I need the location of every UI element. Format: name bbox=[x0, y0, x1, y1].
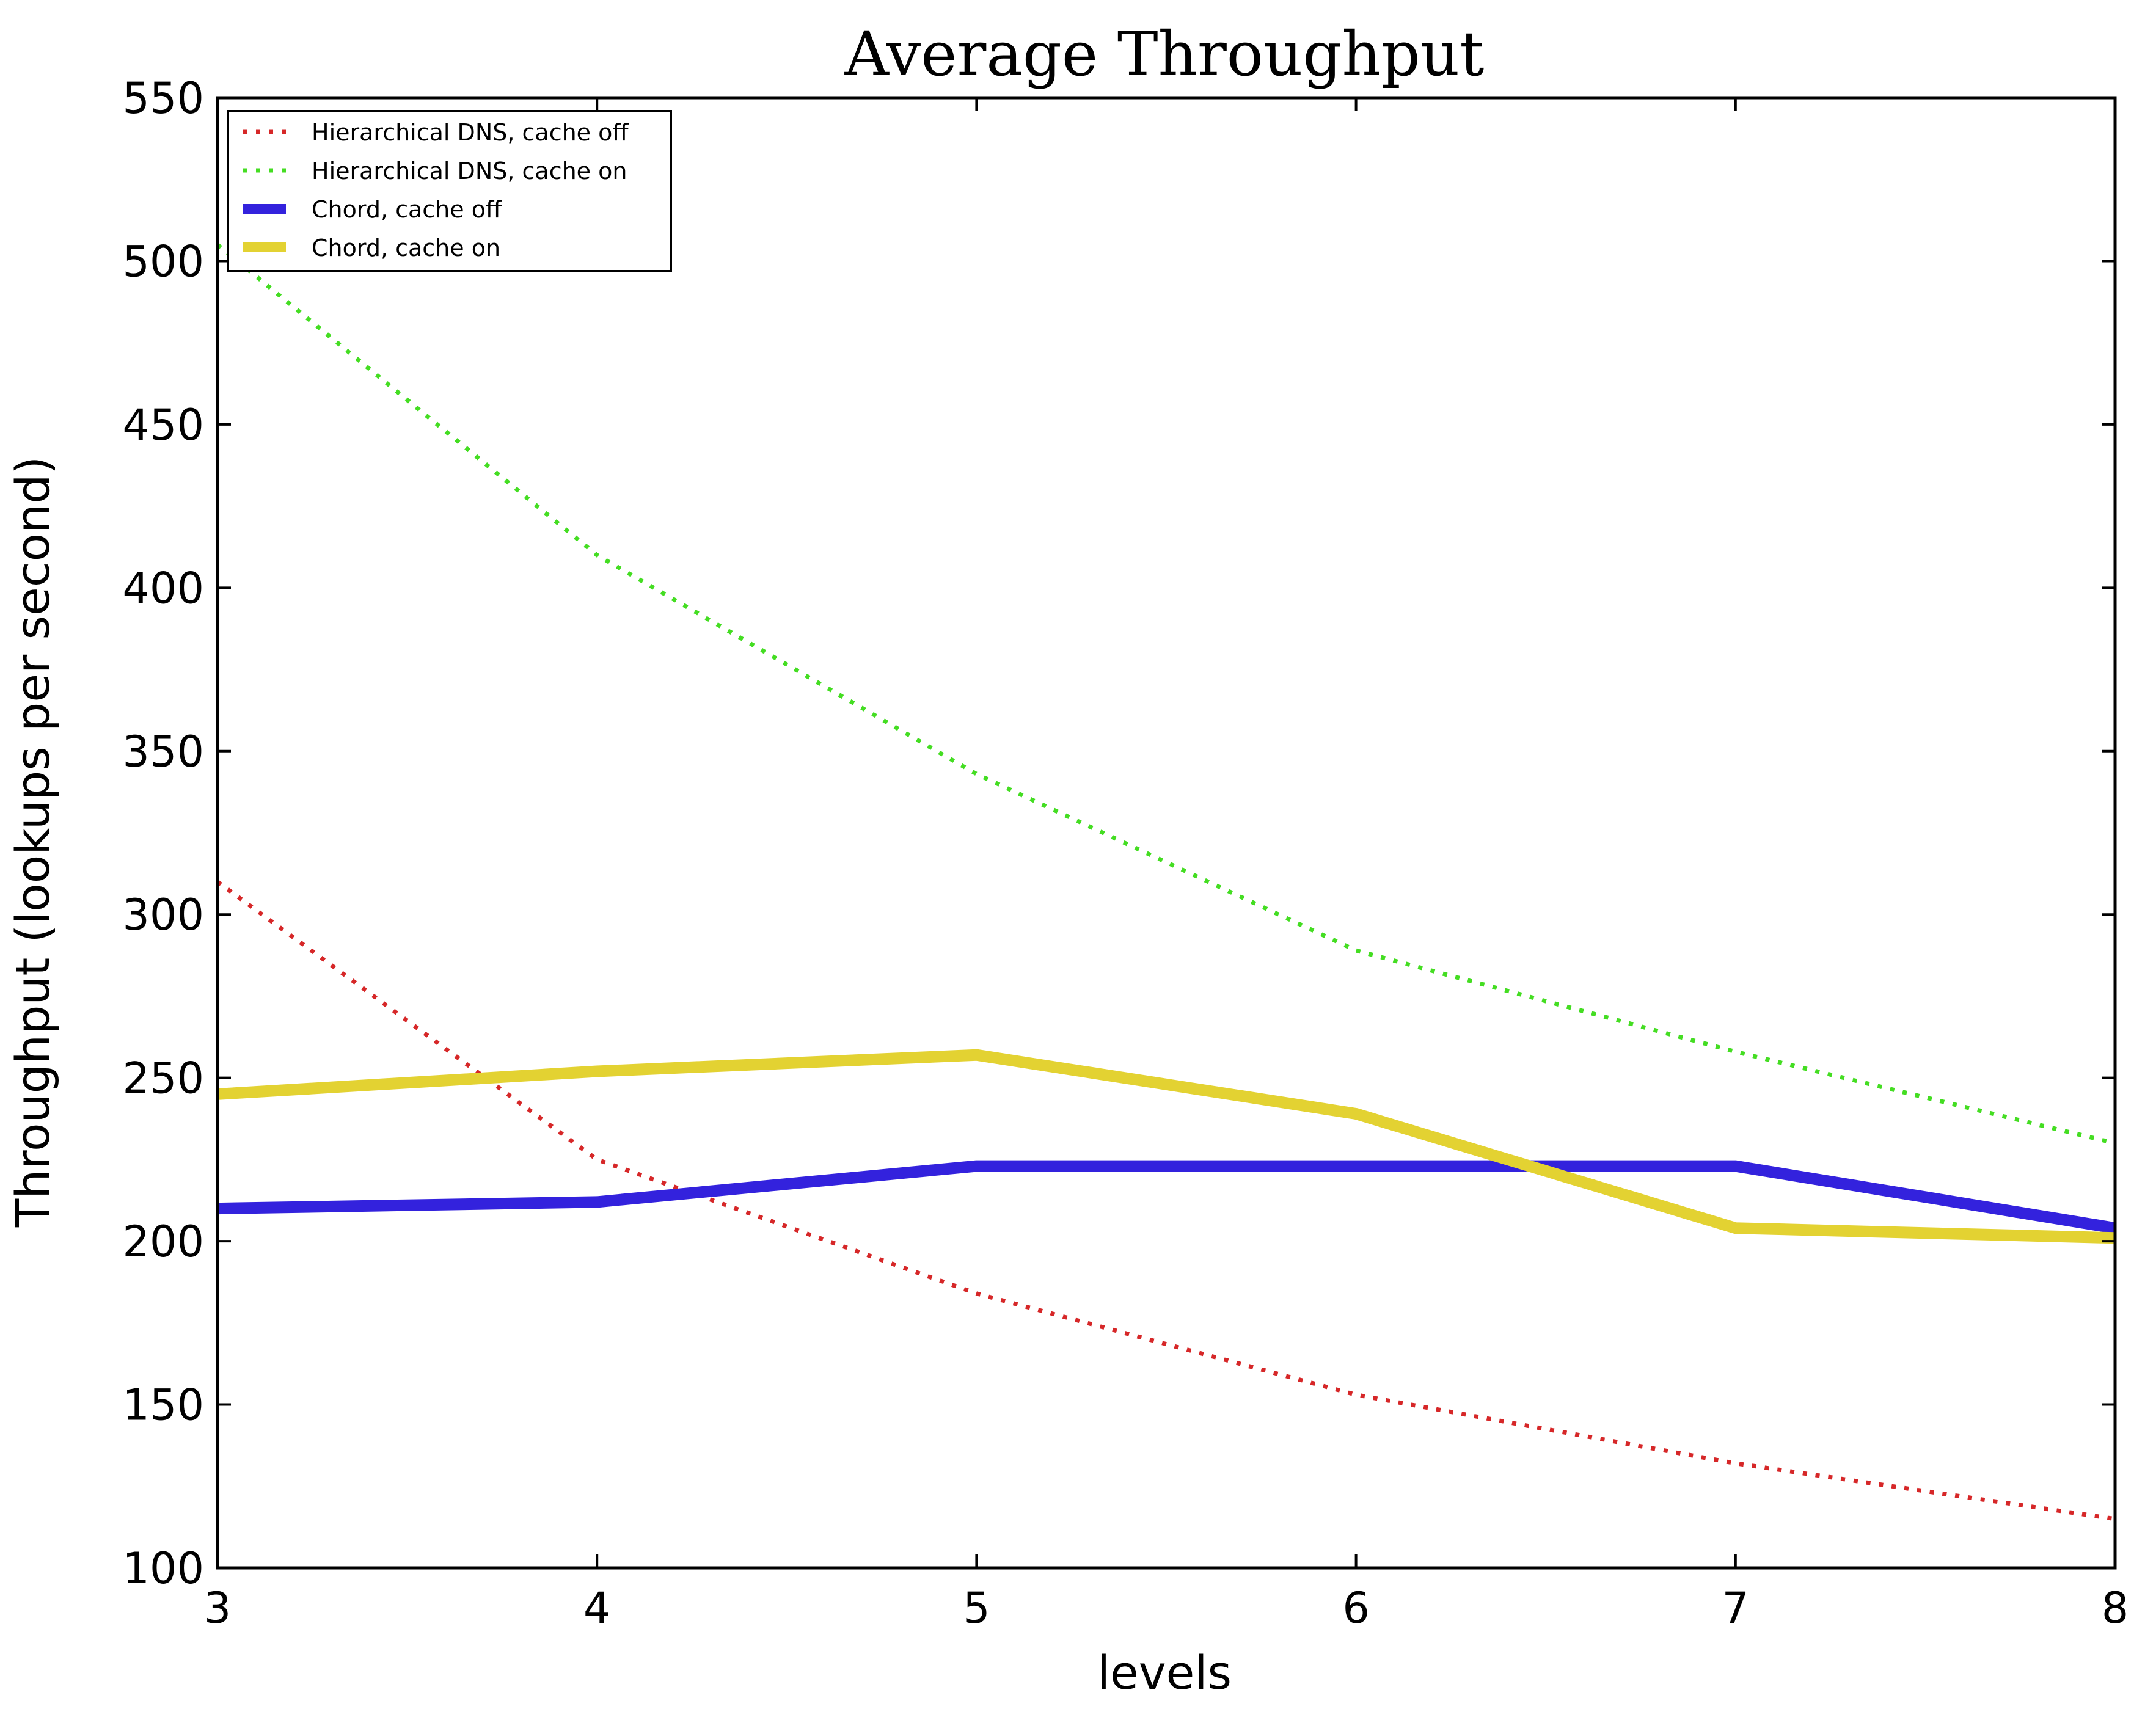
x-axis-label: levels bbox=[1097, 1645, 1232, 1700]
y-tick-label: 250 bbox=[122, 1054, 204, 1104]
y-tick-label: 550 bbox=[122, 73, 204, 123]
axes-frame bbox=[216, 96, 2117, 1570]
y-tick-label: 450 bbox=[122, 400, 204, 450]
legend-box bbox=[227, 110, 672, 272]
legend-label-2: Hierarchical DNS, cache on bbox=[312, 158, 627, 184]
y-tick-label: 150 bbox=[122, 1380, 204, 1430]
y-tick-label: 300 bbox=[122, 890, 204, 940]
y-tick-label: 400 bbox=[122, 563, 204, 613]
series-line-4 bbox=[217, 1049, 2115, 1244]
legend-label-4: Chord, cache on bbox=[312, 235, 500, 261]
y-axis-label: Throughput (lookups per second) bbox=[5, 456, 60, 1228]
legend-label-3: Chord, cache off bbox=[312, 196, 502, 223]
legend: Hierarchical DNS, cache off Hierarchical … bbox=[227, 110, 672, 272]
series-lines bbox=[217, 242, 2115, 1521]
x-tick-label: 7 bbox=[1722, 1583, 1750, 1633]
plot-area: 3 4 5 6 7 8 100 150 200 250 300 350 400 450 500 550 bbox=[122, 73, 2129, 1633]
series-line-3 bbox=[217, 1160, 2115, 1234]
x-tick-label: 4 bbox=[583, 1583, 611, 1633]
y-tick-label: 500 bbox=[122, 236, 204, 286]
x-tick-label: 5 bbox=[963, 1583, 990, 1633]
chart-title: Average Throughput bbox=[844, 18, 1485, 90]
y-tick-label: 200 bbox=[122, 1217, 204, 1267]
x-tick-label: 6 bbox=[1342, 1583, 1370, 1633]
y-tick-label: 350 bbox=[122, 727, 204, 777]
y-tick-label: 100 bbox=[122, 1543, 204, 1594]
legend-label-1: Hierarchical DNS, cache off bbox=[312, 119, 629, 146]
x-tick-label: 3 bbox=[204, 1583, 232, 1633]
x-tick-label: 8 bbox=[2102, 1583, 2129, 1633]
